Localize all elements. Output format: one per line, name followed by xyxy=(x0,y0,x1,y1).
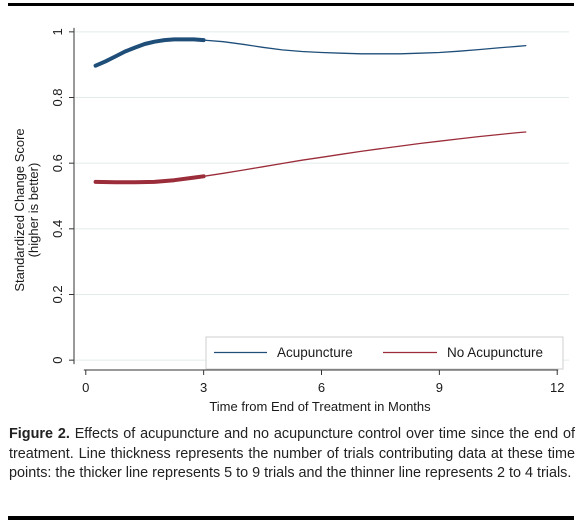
x-ticks: 0 3 6 9 12 xyxy=(82,370,564,395)
figure-caption-text: Effects of acupuncture and no acupunctur… xyxy=(9,426,575,482)
x-axis-label: Time from End of Treatment in Months xyxy=(209,399,431,414)
y-tick-label-1: 0.2 xyxy=(50,285,65,303)
legend: Acupuncture No Acupuncture xyxy=(205,336,564,370)
series-thick-segment-no-acupuncture xyxy=(93,174,206,185)
x-tick-label-3: 9 xyxy=(436,380,443,395)
y-tick-label-2: 0.4 xyxy=(50,220,65,238)
gridlines xyxy=(75,31,569,361)
y-tick-label-4: 0.8 xyxy=(50,88,65,106)
chart: 0 0.2 0.4 0.6 0.8 1 0 3 6 9 12 Time from End of T… xyxy=(12,27,569,414)
legend-label-acupuncture: Acupuncture xyxy=(277,345,353,360)
bottom-rule xyxy=(8,516,574,520)
y-axis-sublabel: (higher is better) xyxy=(26,163,41,258)
y-tick-label-3: 0.6 xyxy=(50,154,65,172)
y-axis-label: Standardized Change Score xyxy=(12,128,27,291)
y-tick-label-0: 0 xyxy=(50,357,65,364)
x-tick-label-0: 0 xyxy=(82,380,89,395)
x-tick-label-1: 3 xyxy=(200,380,207,395)
series-line-no-acupuncture xyxy=(94,131,527,183)
x-tick-label-4: 12 xyxy=(550,380,564,395)
series-line-acupuncture xyxy=(94,38,527,67)
figure-label: Figure 2. xyxy=(9,426,70,442)
series-layer xyxy=(93,37,527,185)
x-tick-label-2: 6 xyxy=(318,380,325,395)
figure-caption: Figure 2. Effects of acupuncture and no … xyxy=(9,425,575,484)
y-ticks: 0 0.2 0.4 0.6 0.8 1 xyxy=(50,28,74,364)
plot-area: 0 0.2 0.4 0.6 0.8 1 0 3 6 9 12 xyxy=(50,27,569,395)
top-rule xyxy=(8,3,574,6)
legend-label-no-acupuncture: No Acupuncture xyxy=(447,345,543,360)
series-thick-segment-acupuncture xyxy=(93,37,206,68)
y-tick-label-5: 1 xyxy=(50,28,65,35)
